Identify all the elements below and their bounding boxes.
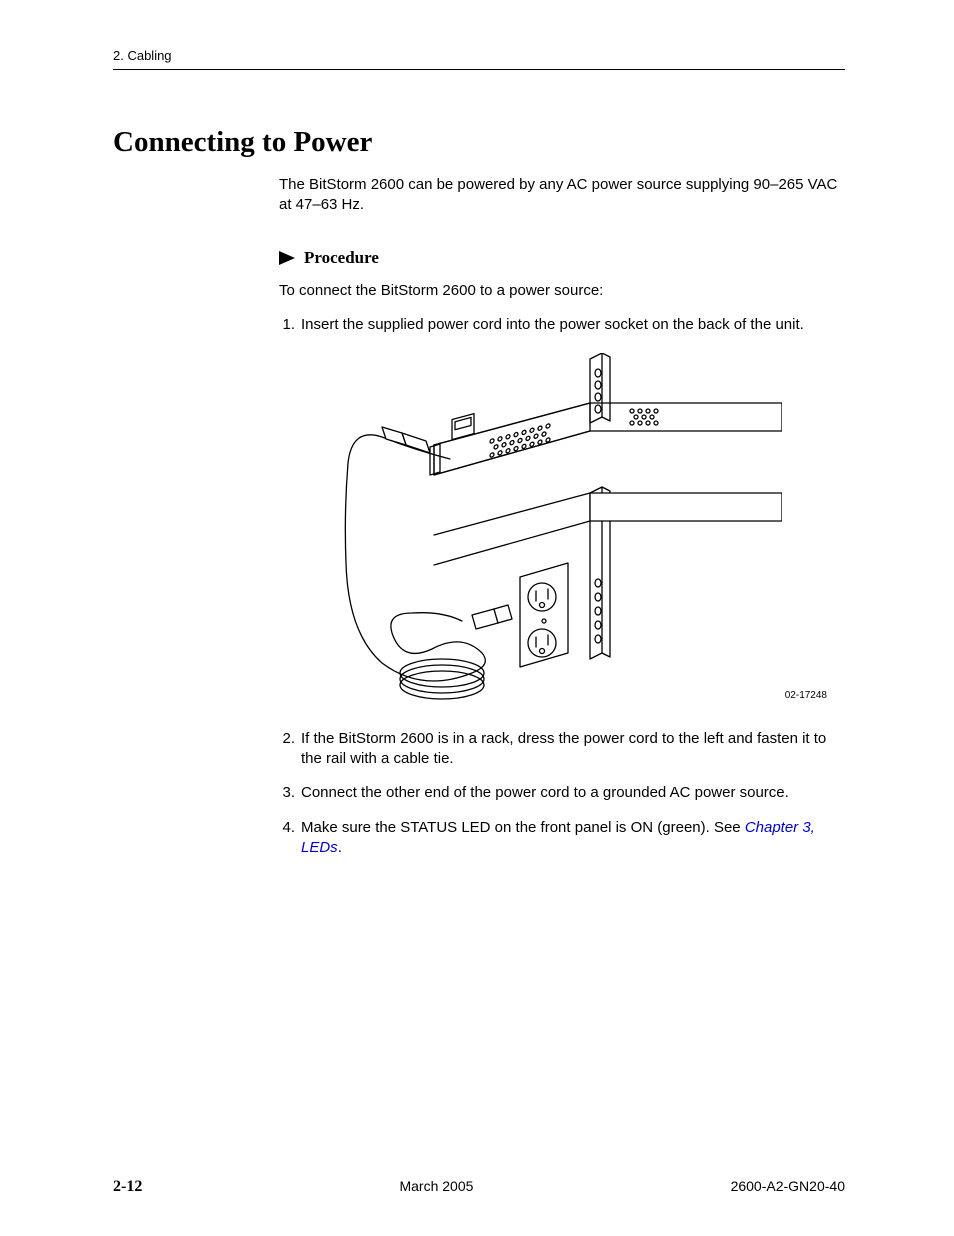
page: 2. Cabling Connecting to Power The BitSt… (0, 0, 954, 1236)
procedure-steps-cont: 2. If the BitStorm 2600 is in a rack, dr… (279, 729, 845, 858)
step-4: 4. Make sure the STATUS LED on the front… (279, 818, 845, 859)
step-text: Connect the other end of the power cord … (301, 783, 845, 803)
procedure-steps: 1. Insert the supplied power cord into t… (279, 315, 845, 335)
step-1: 1. Insert the supplied power cord into t… (279, 315, 845, 335)
page-footer: 2-12 March 2005 2600-A2-GN20-40 (113, 1178, 845, 1196)
step-4-tail: . (338, 839, 342, 856)
intro-paragraph: The BitStorm 2600 can be powered by any … (279, 175, 845, 216)
step-text: Make sure the STATUS LED on the front pa… (301, 818, 845, 859)
step-2: 2. If the BitStorm 2600 is in a rack, dr… (279, 729, 845, 770)
procedure-heading: Procedure (279, 248, 845, 268)
step-text: If the BitStorm 2600 is in a rack, dress… (301, 729, 845, 770)
figure-code: 02-17248 (785, 690, 827, 701)
triangle-icon (279, 251, 295, 265)
figure: 02-17248 (279, 353, 845, 713)
body-column: The BitStorm 2600 can be powered by any … (279, 175, 845, 858)
footer-date: March 2005 (399, 1178, 473, 1194)
footer-doc-number: 2600-A2-GN20-40 (731, 1178, 845, 1194)
step-number: 4. (279, 818, 301, 859)
step-3: 3. Connect the other end of the power co… (279, 783, 845, 803)
page-number: 2-12 (113, 1178, 142, 1196)
section-title: Connecting to Power (113, 126, 845, 159)
step-number: 1. (279, 315, 301, 335)
step-number: 2. (279, 729, 301, 770)
step-number: 3. (279, 783, 301, 803)
procedure-label: Procedure (304, 248, 379, 268)
procedure-intro: To connect the BitStorm 2600 to a power … (279, 282, 845, 299)
running-header: 2. Cabling (113, 48, 845, 70)
power-connection-diagram (342, 353, 782, 703)
step-4-lead: Make sure the STATUS LED on the front pa… (301, 819, 745, 836)
step-text: Insert the supplied power cord into the … (301, 315, 845, 335)
